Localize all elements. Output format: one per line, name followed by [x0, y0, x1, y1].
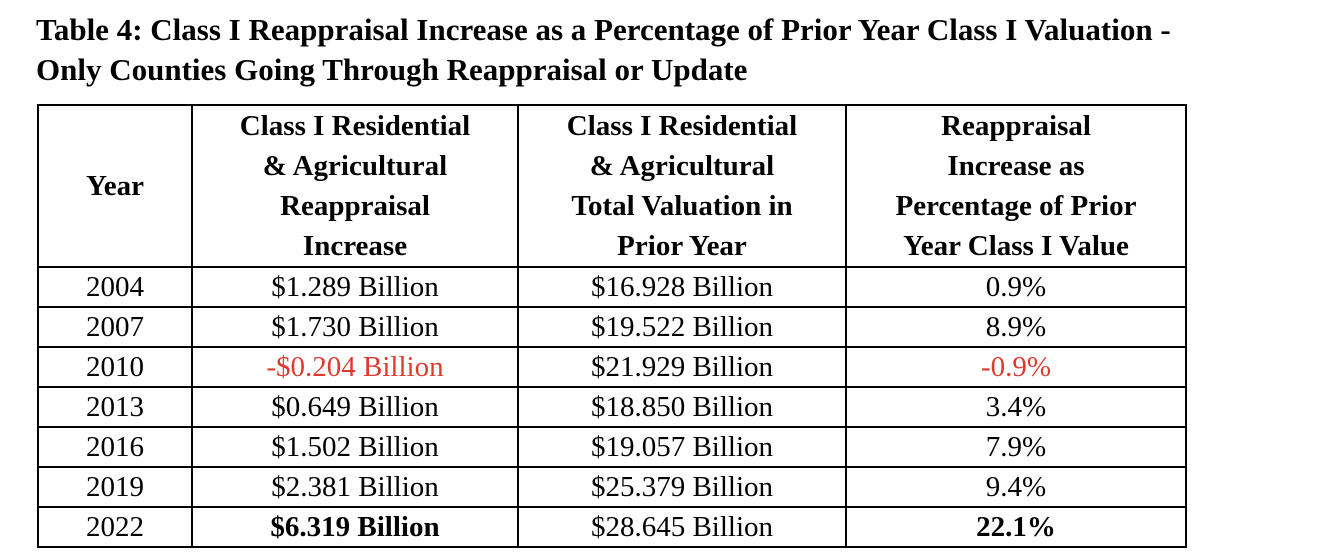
header-line: Increase as	[947, 150, 1085, 182]
prior-valuation-cell: $28.645 Billion	[517, 506, 847, 548]
header-line: Total Valuation in	[571, 190, 793, 222]
year-cell: 2022	[37, 506, 193, 548]
reappraisal-table: Year Class I Residential & Agricultural …	[37, 104, 1187, 548]
header-line: & Agricultural	[589, 150, 775, 182]
table-row: 2019 $2.381 Billion $25.379 Billion 9.4%	[37, 466, 1187, 508]
title-line-1: Table 4: Class I Reappraisal Increase as…	[36, 12, 1171, 47]
header-line: Reappraisal	[941, 110, 1091, 142]
header-line: Percentage of Prior	[895, 190, 1137, 222]
prior-valuation-cell: $25.379 Billion	[517, 466, 847, 508]
header-year: Year	[37, 104, 193, 268]
increase-cell: $0.649 Billion	[191, 386, 519, 428]
header-prior-valuation: Class I Residential & Agricultural Total…	[517, 104, 847, 268]
header-line: Prior Year	[617, 230, 747, 262]
table-row: 2010 -$0.204 Billion $21.929 Billion -0.…	[37, 346, 1187, 388]
year-cell: 2016	[37, 426, 193, 468]
table-row: 2016 $1.502 Billion $19.057 Billion 7.9%	[37, 426, 1187, 468]
increase-cell: $1.502 Billion	[191, 426, 519, 468]
increase-cell-highlight: $6.319 Billion	[191, 506, 519, 548]
percentage-cell-negative: -0.9%	[845, 346, 1187, 388]
percentage-cell-highlight: 22.1%	[845, 506, 1187, 548]
year-cell: 2004	[37, 266, 193, 308]
title-line-2: Only Counties Going Through Reappraisal …	[36, 52, 748, 87]
increase-cell: $1.289 Billion	[191, 266, 519, 308]
header-row: Year Class I Residential & Agricultural …	[37, 104, 1187, 268]
prior-valuation-cell: $18.850 Billion	[517, 386, 847, 428]
percentage-cell: 0.9%	[845, 266, 1187, 308]
increase-cell: $2.381 Billion	[191, 466, 519, 508]
year-cell: 2013	[37, 386, 193, 428]
percentage-cell: 8.9%	[845, 306, 1187, 348]
prior-valuation-cell: $19.522 Billion	[517, 306, 847, 348]
year-cell: 2010	[37, 346, 193, 388]
header-line: Reappraisal	[280, 190, 430, 222]
prior-valuation-cell: $21.929 Billion	[517, 346, 847, 388]
prior-valuation-cell: $16.928 Billion	[517, 266, 847, 308]
increase-cell: $1.730 Billion	[191, 306, 519, 348]
table-row: 2013 $0.649 Billion $18.850 Billion 3.4%	[37, 386, 1187, 428]
header-line: & Agricultural	[262, 150, 448, 182]
table-title: Table 4: Class I Reappraisal Increase as…	[36, 10, 1336, 90]
header-percentage: Reappraisal Increase as Percentage of Pr…	[845, 104, 1187, 268]
percentage-cell: 3.4%	[845, 386, 1187, 428]
header-reappraisal-increase: Class I Residential & Agricultural Reapp…	[191, 104, 519, 268]
year-cell: 2019	[37, 466, 193, 508]
table-row: 2007 $1.730 Billion $19.522 Billion 8.9%	[37, 306, 1187, 348]
header-line: Increase	[302, 230, 408, 262]
prior-valuation-cell: $19.057 Billion	[517, 426, 847, 468]
header-line: Year Class I Value	[903, 230, 1129, 262]
header-line: Class I Residential	[239, 110, 471, 142]
header-line: Class I Residential	[566, 110, 798, 142]
percentage-cell: 7.9%	[845, 426, 1187, 468]
percentage-cell: 9.4%	[845, 466, 1187, 508]
table-row: 2022 $6.319 Billion $28.645 Billion 22.1…	[37, 506, 1187, 548]
table-row: 2004 $1.289 Billion $16.928 Billion 0.9%	[37, 266, 1187, 308]
increase-cell-negative: -$0.204 Billion	[191, 346, 519, 388]
year-cell: 2007	[37, 306, 193, 348]
